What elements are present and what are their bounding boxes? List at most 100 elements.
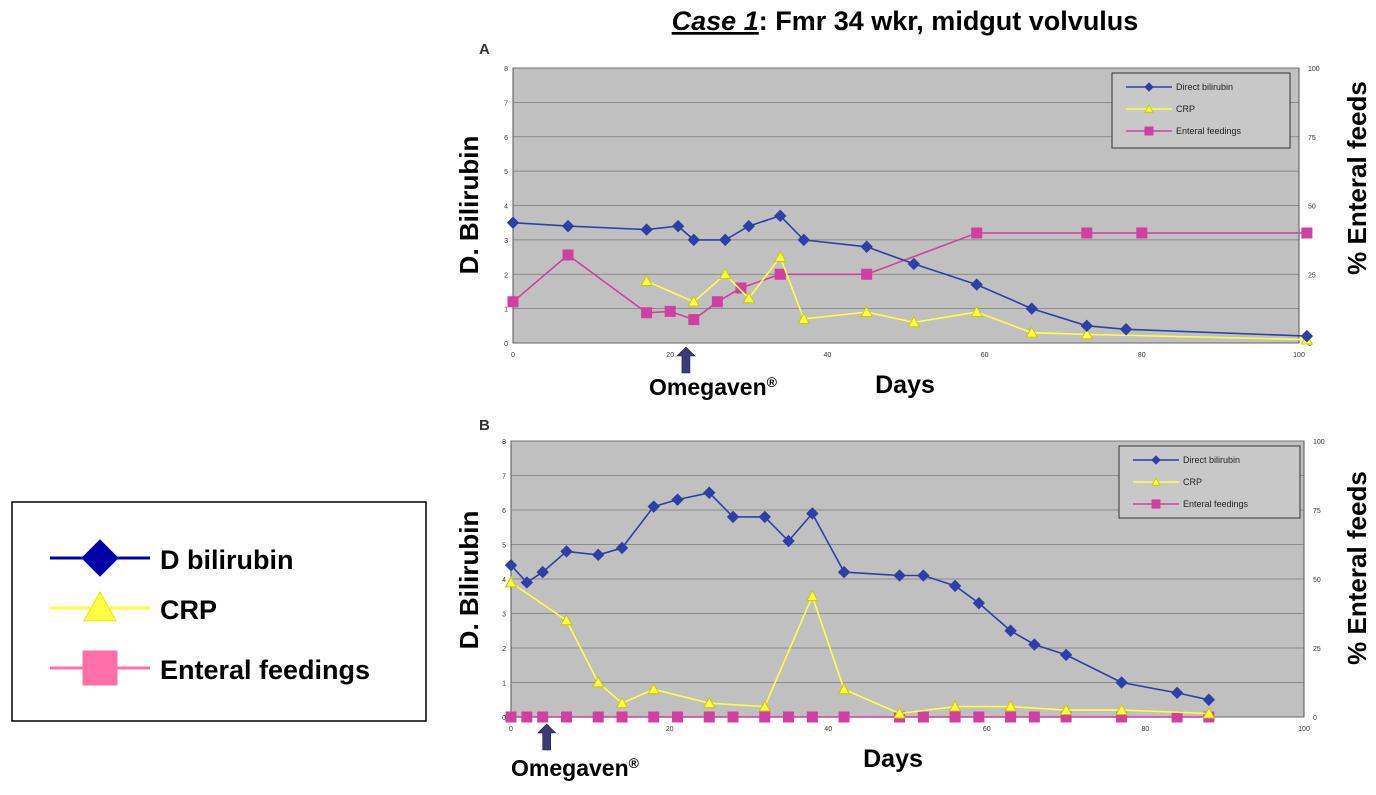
- y-left-tick-label: 5: [502, 543, 506, 550]
- y-right-tick-label: 75: [1313, 508, 1321, 515]
- omegaven-label: Omegaven®: [511, 755, 640, 781]
- data-point: [1080, 327, 1094, 340]
- x-tick-label: 100: [1293, 352, 1305, 359]
- data-point: [972, 596, 986, 610]
- y-left-tick-label: 7: [502, 474, 506, 481]
- data-point: [615, 696, 629, 709]
- x-tick-label: 0: [511, 352, 515, 359]
- x-tick-label: 40: [824, 726, 832, 733]
- x-tick-label: 60: [983, 726, 991, 733]
- y-left-tick-label: 6: [502, 508, 506, 515]
- inner-legend-label: Direct bilirubin: [1176, 82, 1233, 92]
- y-right-tick-label: 75: [1308, 135, 1316, 142]
- y-left-tick-label: 3: [502, 612, 506, 619]
- omegaven-arrow-icon: [676, 346, 696, 374]
- data-point: [1081, 227, 1093, 239]
- data-point: [1028, 711, 1040, 723]
- data-point: [970, 278, 983, 291]
- data-point: [615, 541, 629, 555]
- y-left-tick-label: 3: [504, 238, 508, 245]
- y-right-tick-label: 100: [1313, 439, 1325, 446]
- data-point: [727, 711, 739, 723]
- data-point: [505, 711, 517, 723]
- data-point: [1115, 676, 1128, 689]
- title-case: Case 1: [672, 6, 759, 36]
- data-point: [640, 274, 653, 287]
- omegaven-sup: ®: [629, 755, 640, 771]
- x-axis-label: Days: [863, 745, 923, 773]
- data-point: [917, 711, 929, 723]
- data-point: [1004, 700, 1017, 712]
- data-point: [948, 579, 962, 593]
- series-enteral-feedings: [507, 227, 1313, 326]
- data-point: [1025, 326, 1039, 338]
- y-right-tick-label: 100: [1308, 66, 1320, 73]
- y-left-axis-label: D. Bilirubin: [454, 136, 484, 275]
- data-point: [742, 219, 756, 233]
- data-point: [703, 486, 716, 499]
- inner-legend-marker: [1151, 455, 1161, 465]
- data-point: [1004, 624, 1017, 637]
- data-point: [773, 250, 787, 262]
- data-point: [758, 700, 772, 712]
- data-point: [647, 500, 660, 513]
- y-left-tick-label: 0: [502, 715, 506, 722]
- inner-legend-label: Direct bilirubin: [1183, 455, 1240, 465]
- big-legend-label: D bilirubin: [160, 545, 293, 575]
- x-tick-label: 80: [1142, 726, 1150, 733]
- data-point: [1202, 707, 1216, 719]
- y-left-tick-label: 0: [504, 341, 508, 348]
- data-point: [893, 707, 906, 719]
- y-right-axis-label: % Enteral feeds: [1342, 81, 1372, 275]
- data-point: [537, 711, 549, 723]
- data-point: [561, 219, 575, 233]
- y-right-tick-label: 50: [1308, 204, 1316, 211]
- data-point: [758, 510, 771, 524]
- data-point: [1028, 638, 1041, 651]
- data-point: [664, 305, 676, 317]
- data-point: [907, 257, 921, 271]
- omegaven-text: Omegaven: [511, 755, 629, 781]
- data-point: [1136, 227, 1148, 239]
- data-point: [735, 282, 747, 294]
- data-point: [1202, 693, 1216, 706]
- data-point: [860, 240, 873, 253]
- big-legend-label: Enteral feedings: [160, 655, 370, 685]
- data-point: [702, 696, 716, 709]
- data-point: [719, 233, 732, 247]
- inner-legend: Direct bilirubin CRP Enteral feedings: [1111, 72, 1291, 149]
- y-left-tick-label: 7: [504, 100, 508, 107]
- panel-label: A: [479, 41, 490, 58]
- y-left-tick-label: 6: [504, 135, 508, 142]
- series-crp: [504, 575, 1216, 719]
- y-right-tick-label: 0: [1313, 715, 1317, 722]
- data-point: [1300, 329, 1314, 343]
- data-point: [907, 315, 921, 328]
- series-line: [512, 214, 1307, 337]
- y-left-tick-label: 5: [504, 169, 508, 176]
- y-right-tick-label: 50: [1313, 577, 1321, 584]
- data-point: [703, 711, 715, 723]
- data-point: [759, 711, 771, 723]
- data-point: [1005, 711, 1017, 723]
- y-left-tick-label: 4: [504, 204, 508, 211]
- inner-legend: Direct bilirubin CRP Enteral feedings: [1118, 445, 1301, 519]
- y-right-tick-label: 0: [1308, 341, 1312, 348]
- data-point: [560, 613, 573, 626]
- data-point: [860, 305, 874, 317]
- omegaven-sup: ®: [767, 374, 778, 390]
- big-legend-triangle-icon: [83, 590, 117, 622]
- data-point: [592, 548, 605, 562]
- data-point: [521, 711, 533, 723]
- data-point: [837, 682, 851, 695]
- data-point: [647, 682, 661, 695]
- omegaven-text: Omegaven: [649, 374, 767, 400]
- y-left-tick-label: 1: [504, 307, 508, 314]
- data-point: [561, 711, 573, 723]
- omegaven-arrow-icon: [536, 723, 557, 751]
- data-point: [970, 305, 984, 317]
- x-tick-label: 20: [666, 726, 674, 733]
- x-tick-label: 80: [1138, 352, 1146, 359]
- inner-legend-marker: [1151, 476, 1161, 486]
